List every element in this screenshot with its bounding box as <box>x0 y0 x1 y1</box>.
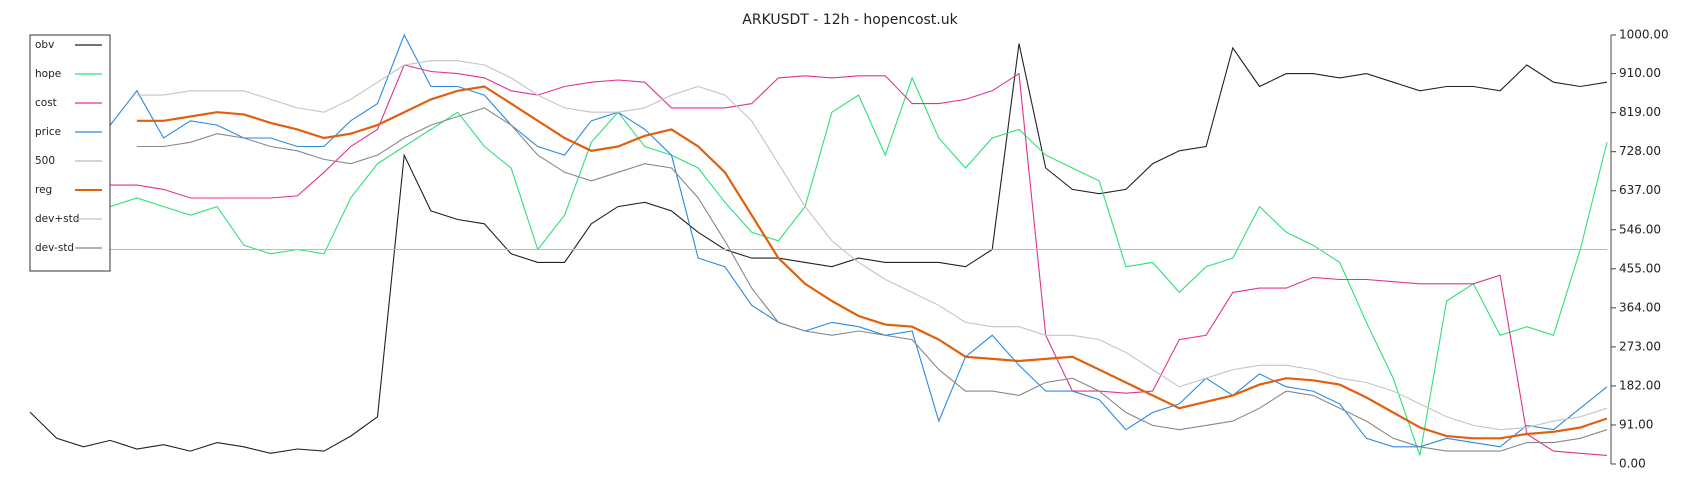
series-line <box>136 60 1608 431</box>
legend-label: dev+std <box>35 213 79 225</box>
series-line <box>29 33 1608 448</box>
y-tick-label: 637.00 <box>1619 183 1661 197</box>
y-tick-label: 455.00 <box>1619 261 1661 275</box>
y-tick-label: 273.00 <box>1619 339 1661 353</box>
series-line <box>136 107 1608 452</box>
y-tick-label: 0.00 <box>1619 457 1646 471</box>
y-tick-label: 910.00 <box>1619 66 1661 80</box>
legend-label: obv <box>35 39 54 51</box>
series-line <box>29 43 1608 454</box>
y-tick-label: 819.00 <box>1619 105 1661 119</box>
legend-label: price <box>35 126 61 138</box>
y-tick-label: 182.00 <box>1619 378 1661 392</box>
series-line <box>29 76 1608 456</box>
legend-label: hope <box>35 68 61 80</box>
legend: obv hope cost price 500 reg dev+std dev-std <box>29 34 111 272</box>
series-line <box>136 85 1608 440</box>
y-tick-label: 546.00 <box>1619 222 1661 236</box>
legend-label: 500 <box>35 155 55 167</box>
legend-label: cost <box>35 97 57 109</box>
y-tick-label: 728.00 <box>1619 144 1661 158</box>
y-tick-label: 364.00 <box>1619 300 1661 314</box>
y-tick-label: 1000.00 <box>1619 28 1669 42</box>
legend-label: reg <box>35 184 52 196</box>
series-line <box>30 64 1608 456</box>
chart-title: ARKUSDT - 12h - hopencost.uk <box>742 12 958 28</box>
legend-label: dev-std <box>35 242 74 254</box>
y-tick-label: 91.00 <box>1619 417 1653 431</box>
